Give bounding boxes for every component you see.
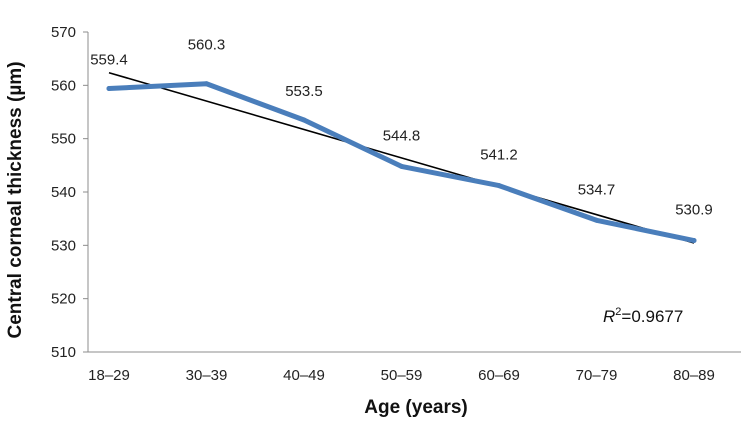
x-tick-label: 40–49 [283, 367, 325, 384]
y-tick-label: 540 [51, 184, 76, 201]
r-squared-value: =0.9677 [621, 307, 683, 326]
x-tick-labels: 18–29 30–39 40–49 50–59 60–69 70–79 80–89 [88, 367, 715, 384]
data-point [204, 81, 209, 87]
data-label: 559.4 [90, 52, 128, 69]
x-tick-label: 80–89 [673, 367, 715, 384]
x-axis-title: Age (years) [364, 397, 468, 418]
series-group [106, 81, 697, 244]
data-point [594, 217, 599, 223]
axes [83, 31, 741, 353]
x-tick-label: 30–39 [186, 367, 228, 384]
y-tick-label: 520 [51, 291, 76, 308]
trendline [108, 71, 695, 244]
data-point [301, 117, 307, 123]
data-label: 530.9 [675, 202, 713, 219]
data-point [691, 238, 697, 244]
y-tick-label: 550 [51, 131, 76, 148]
data-label: 553.5 [285, 83, 323, 100]
x-tick-label: 18–29 [88, 367, 130, 384]
x-tick-label: 50–59 [381, 367, 423, 384]
data-label: 544.8 [383, 127, 421, 144]
data-point [399, 163, 404, 169]
data-label: 541.2 [480, 147, 518, 164]
data-point [106, 86, 112, 92]
y-tick-label: 510 [51, 344, 76, 361]
y-axis-title: Central corneal thickness (µm) [5, 61, 26, 338]
y-tick-label: 570 [51, 24, 76, 41]
r-squared-label: R2=0.9677 [603, 306, 683, 326]
data-point [496, 183, 502, 189]
trendline-group [108, 71, 695, 244]
r-squared-symbol: R [603, 307, 615, 326]
x-tick-label: 70–79 [576, 367, 618, 384]
y-tick-labels: 510 520 530 540 550 560 570 [51, 24, 76, 361]
data-labels: 559.4 560.3 553.5 544.8 541.2 534.7 530.9 [90, 37, 713, 219]
data-label: 534.7 [578, 181, 616, 198]
y-tick-label: 560 [51, 77, 76, 94]
x-tick-label: 60–69 [478, 367, 520, 384]
r-squared-superscript: 2 [615, 306, 621, 318]
y-tick-label: 530 [51, 237, 76, 254]
data-label: 560.3 [188, 37, 226, 54]
